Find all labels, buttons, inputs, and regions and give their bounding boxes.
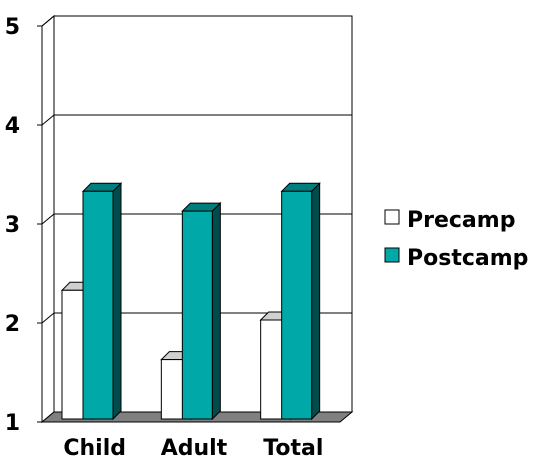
y-tick-label: 1 [5, 411, 20, 436]
y-axis-ticks: 1 2 3 4 5 [5, 15, 42, 436]
legend-item-precamp: Precamp [384, 208, 515, 233]
y-tick-label: 2 [5, 312, 20, 337]
bar-side [112, 182, 122, 421]
bar-postcamp-child [81, 182, 123, 421]
x-axis-ticks: Child Adult Total [63, 436, 323, 461]
gridline-side [41, 114, 55, 126]
bar-front [281, 190, 313, 420]
bar-postcamp-adult [181, 201, 222, 421]
bar-side [211, 201, 221, 421]
bar-postcamp-total [280, 182, 321, 421]
bar-front [181, 210, 213, 420]
bar-side [311, 182, 321, 421]
legend-label: Precamp [407, 208, 515, 233]
y-tick-label: 4 [5, 114, 20, 139]
y-tick-label: 5 [5, 15, 20, 40]
bars [60, 182, 321, 421]
x-category-label: Total [263, 436, 323, 461]
legend-swatch [384, 247, 400, 263]
y-tick-label: 3 [5, 213, 20, 238]
legend-label: Postcamp [407, 246, 528, 271]
legend-item-postcamp: Postcamp [384, 246, 528, 271]
x-category-label: Adult [161, 436, 228, 461]
bar-front [82, 190, 114, 420]
gridline-side [41, 213, 55, 225]
gridline-side [41, 312, 55, 324]
legend-swatch [384, 209, 400, 225]
x-category-label: Child [63, 436, 126, 461]
legend: Precamp Postcamp [384, 208, 528, 271]
gridline-side [41, 15, 55, 27]
